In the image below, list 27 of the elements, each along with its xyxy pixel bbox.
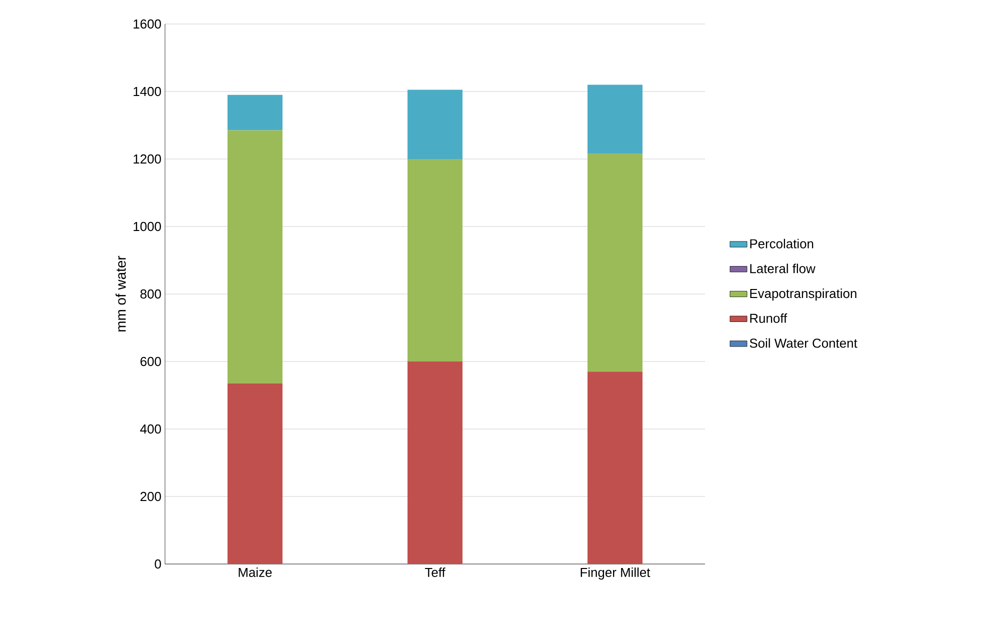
y-axis-title: mm of water [116,256,126,332]
legend-label: Percolation [750,238,814,248]
bar [408,90,463,159]
y-tick-label: 600 [140,356,161,366]
y-tick-label: 1200 [134,154,161,164]
bar [408,158,463,362]
y-tick-label: 1000 [134,222,161,232]
legend-label: Evapotranspiration [750,288,856,301]
bar [588,372,643,564]
bar [228,383,283,564]
y-tick-label: 0 [154,559,161,569]
y-tick-label: 400 [140,424,161,434]
x-tick-label: Maize [238,568,272,578]
bar [228,94,283,130]
x-tick-label: Finger Millet [580,568,650,580]
bar [408,361,463,564]
legend-label: Runoff [750,313,788,323]
y-tick-label: 800 [140,289,161,299]
y-tick-label: 1600 [134,19,161,29]
y-tick-label: 1400 [134,86,161,96]
x-tick-label: Teff [424,568,446,578]
bar [588,154,643,372]
y-tick-label: 200 [140,492,161,502]
legend-label: Lateral flow [750,264,816,274]
legend-label: Soil Water Content [750,338,858,348]
bar [588,84,643,154]
bar [228,130,283,384]
